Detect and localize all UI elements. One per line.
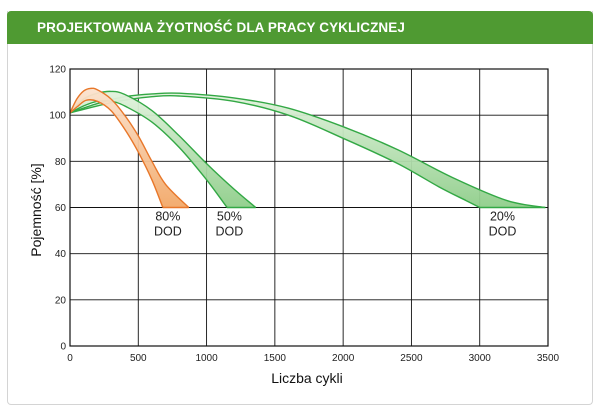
- band-lower-line-80-dod: [69, 99, 164, 208]
- x-tick-label: 500: [130, 353, 147, 364]
- x-tick-label: 2000: [332, 353, 355, 364]
- y-tick-label: 60: [55, 203, 67, 214]
- band-label-20-dod: 20%: [490, 210, 515, 224]
- band-label-50-dod: 50%: [217, 210, 242, 224]
- y-tick-label: 0: [60, 342, 66, 353]
- y-tick-label: 120: [49, 65, 66, 76]
- x-tick-label: 2500: [400, 353, 423, 364]
- chart-title: PROJEKTOWANA ŻYOTNOŚĆ DLA PRACY CYKLICZN…: [37, 20, 405, 35]
- x-tick-label: 1500: [264, 353, 287, 364]
- y-axis-title: Pojemność [%]: [28, 163, 44, 256]
- band-fill-20-dod: [70, 92, 546, 208]
- tick-labels: 0 500 1000 1500 2000 2500 3000 3500 0 20 40 60 80 100…: [49, 65, 559, 365]
- y-tick-label: 100: [49, 111, 66, 122]
- y-tick-label: 20: [55, 295, 67, 306]
- band-upper-line-80-dod: [69, 87, 190, 209]
- band-label-80-dod: 80%: [155, 210, 180, 224]
- band-label-20-dod: DOD: [489, 225, 517, 239]
- x-tick-label: 3500: [537, 353, 560, 364]
- plot-border: [69, 68, 549, 347]
- band-fill-80-dod: [70, 88, 189, 208]
- band-label-50-dod: DOD: [216, 225, 244, 239]
- x-tick-label: 0: [67, 353, 73, 364]
- y-tick-label: 40: [55, 249, 67, 260]
- dod-bands: [69, 87, 546, 209]
- x-tick-label: 1000: [195, 353, 218, 364]
- band-label-80-dod: DOD: [154, 225, 182, 239]
- chart-header: PROJEKTOWANA ŻYOTNOŚĆ DLA PRACY CYKLICZN…: [7, 11, 593, 44]
- x-tick-label: 3000: [469, 353, 492, 364]
- plot-frame: [69, 68, 549, 347]
- band-lower-line-50-dod: [69, 100, 228, 208]
- y-tick-label: 80: [55, 157, 67, 168]
- band-fill-50-dod: [70, 91, 256, 208]
- x-axis-title: Liczba cykli: [271, 370, 343, 386]
